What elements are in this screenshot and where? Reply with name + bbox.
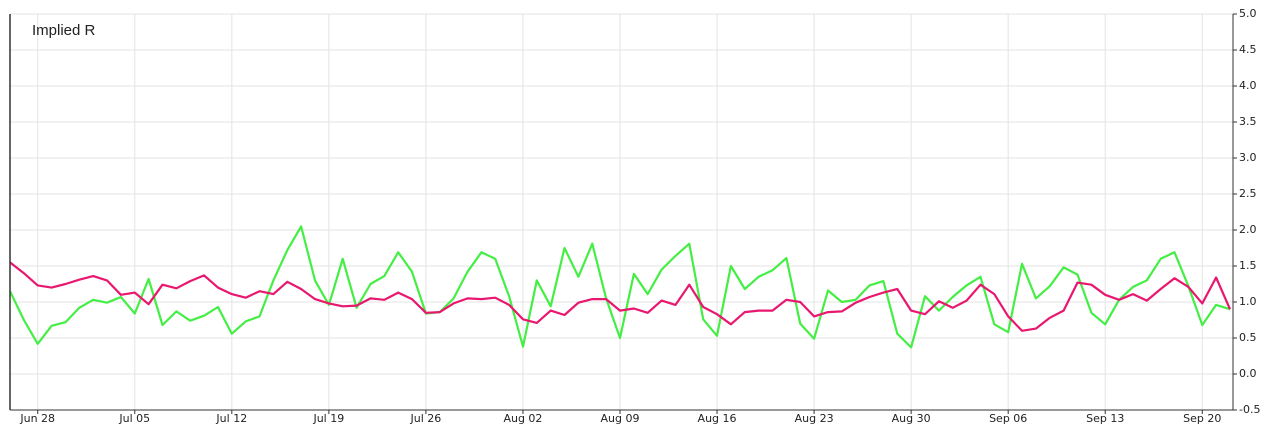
y-tick-label: 1.0 [1239,295,1257,308]
y-tick-label: 5.0 [1239,7,1257,20]
y-tick-label: 3.5 [1239,115,1257,128]
x-tick-label: Jul 12 [215,412,247,425]
y-tick-label: 2.0 [1239,223,1257,236]
y-tick-label: 4.0 [1239,79,1257,92]
x-tick-label: Aug 16 [698,412,737,425]
x-tick-label: Aug 30 [892,412,931,425]
y-tick-label: 4.5 [1239,43,1257,56]
chart-title: Implied R [32,22,96,39]
y-tick-label: 0.0 [1239,367,1257,380]
x-tick-label: Aug 23 [795,412,834,425]
x-tick-label: Jun 28 [19,412,55,425]
series-line [9,261,1232,332]
x-tick-label: Jul 05 [118,412,150,425]
x-tick-label: Aug 09 [601,412,640,425]
x-tick-label: Sep 13 [1086,412,1124,425]
y-tick-label: 0.5 [1239,331,1257,344]
x-tick-label: Sep 06 [989,412,1027,425]
x-tick-label: Jul 26 [410,412,442,425]
y-tick-label: 3.0 [1239,151,1257,164]
x-tick-label: Aug 02 [503,412,542,425]
y-tick-label: 2.5 [1239,187,1257,200]
grid [10,13,1237,414]
y-tick-label: -0.5 [1239,403,1260,416]
y-tick-label: 1.5 [1239,259,1257,272]
series-line [9,225,1231,349]
plot-area [9,225,1232,349]
x-tick-label: Jul 19 [312,412,344,425]
x-tick-label: Sep 20 [1183,412,1221,425]
